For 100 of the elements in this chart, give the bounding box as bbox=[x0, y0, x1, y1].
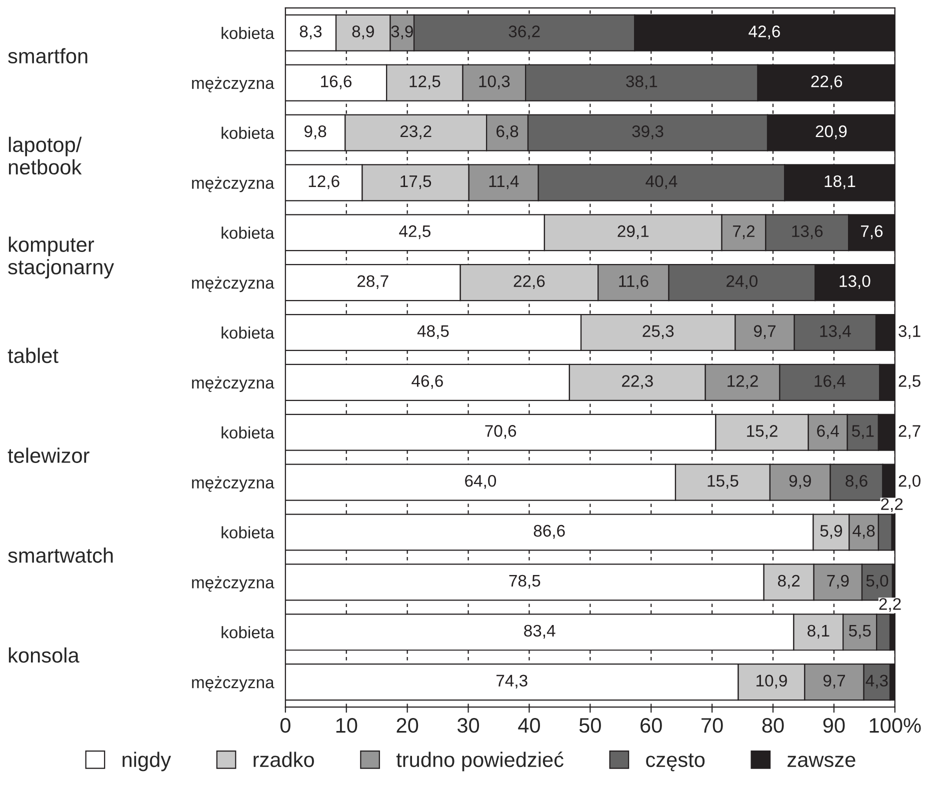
data-label: 13,0 bbox=[840, 275, 870, 290]
text: konsola bbox=[8, 647, 80, 663]
x-tick-label: 60 bbox=[640, 718, 662, 733]
x-tick-label: 10 bbox=[336, 718, 358, 733]
data-label: 10,3 bbox=[479, 75, 510, 90]
data-label: 11,6 bbox=[619, 275, 648, 290]
data-label: 22,3 bbox=[622, 375, 653, 389]
data-label: 4,8 bbox=[852, 524, 875, 539]
data-label: 5,1 bbox=[852, 425, 874, 439]
data-label: 78,5 bbox=[509, 574, 540, 589]
data-label: 74,3 bbox=[496, 674, 528, 689]
data-label: 16,6 bbox=[321, 75, 352, 90]
data-label: 2,2 bbox=[879, 598, 901, 612]
data-label: 7,6 bbox=[861, 225, 883, 240]
data-label: 9,7 bbox=[823, 674, 846, 689]
data-label: 28,7 bbox=[358, 275, 388, 290]
data-label: 11,4 bbox=[489, 176, 519, 190]
y-tick-label: kobieta bbox=[222, 126, 274, 139]
text: telewizor bbox=[8, 448, 90, 463]
data-label: 18,1 bbox=[824, 175, 856, 190]
legend-label: rzadko bbox=[254, 752, 314, 768]
data-label: 22,6 bbox=[811, 75, 842, 90]
data-label: 23,2 bbox=[400, 125, 432, 140]
y-tick-label: kobieta bbox=[222, 326, 274, 339]
data-label: 20,9 bbox=[816, 125, 847, 140]
data-label: 5,9 bbox=[820, 524, 842, 539]
data-label: 7,2 bbox=[733, 225, 754, 240]
y-tick-label: mężczyzna bbox=[192, 476, 274, 492]
data-label: 22,6 bbox=[514, 275, 545, 290]
data-label: 3,1 bbox=[898, 325, 920, 339]
legend-label: zawsze bbox=[788, 756, 856, 768]
data-label: 12,2 bbox=[728, 375, 758, 389]
data-label: 46,6 bbox=[412, 375, 443, 389]
data-label: 86,6 bbox=[534, 524, 565, 539]
data-label: 9,9 bbox=[789, 474, 811, 489]
y-tick-label: mężczyzna bbox=[192, 576, 274, 592]
data-label: 10,9 bbox=[756, 674, 787, 689]
data-label: 8,9 bbox=[352, 26, 374, 40]
data-label: 2,0 bbox=[898, 474, 920, 489]
data-label: 6,4 bbox=[817, 425, 839, 439]
y-tick-label: kobieta bbox=[222, 526, 274, 538]
data-label: 8,3 bbox=[300, 26, 322, 40]
data-label: 29,1 bbox=[618, 225, 649, 240]
data-label: 13,6 bbox=[792, 225, 823, 240]
data-label: 3,9 bbox=[391, 26, 413, 40]
text: smartfon bbox=[8, 48, 88, 64]
data-label: 40,4 bbox=[646, 175, 678, 190]
data-label: 15,2 bbox=[747, 425, 778, 439]
x-tick-label: 30 bbox=[457, 718, 480, 733]
data-label: 5,5 bbox=[848, 624, 871, 639]
y-tick-label: kobieta bbox=[222, 26, 274, 40]
x-tick-label: 40 bbox=[518, 718, 540, 733]
data-label: 16,4 bbox=[814, 375, 846, 389]
y-tick-label: kobieta bbox=[222, 426, 274, 439]
data-label: 48,5 bbox=[417, 325, 449, 339]
data-label: 36,2 bbox=[508, 26, 540, 40]
data-label: 8,1 bbox=[808, 624, 830, 639]
x-tick-label: 20 bbox=[396, 718, 418, 733]
legend-label: nigdy bbox=[122, 752, 172, 772]
x-tick-label: 80 bbox=[762, 718, 784, 733]
data-label: 38,1 bbox=[626, 75, 658, 90]
data-label: 2,2 bbox=[881, 498, 903, 512]
data-label: 6,8 bbox=[496, 125, 518, 140]
y-tick-label: kobieta bbox=[222, 626, 274, 638]
data-label: 12,6 bbox=[308, 175, 340, 190]
text: lapotop/ netbook bbox=[8, 136, 82, 175]
data-label: 9,8 bbox=[304, 125, 326, 140]
data-label: 9,7 bbox=[754, 325, 776, 339]
y-tick-label: mężczyzna bbox=[192, 676, 274, 692]
text: smartwatch bbox=[8, 548, 113, 563]
data-label: 5,0 bbox=[866, 574, 888, 589]
data-label: 8,6 bbox=[846, 474, 868, 489]
data-label: 2,5 bbox=[898, 375, 920, 389]
text: tablet bbox=[8, 348, 58, 364]
data-label: 24,0 bbox=[726, 275, 758, 290]
x-tick-label: 90 bbox=[823, 718, 845, 733]
data-label: 25,3 bbox=[642, 325, 674, 339]
y-tick-label: mężczyzna bbox=[192, 176, 274, 192]
text: komputer stacjonarny bbox=[8, 236, 114, 279]
data-label: 8,2 bbox=[778, 574, 800, 589]
data-label: 70,6 bbox=[485, 425, 516, 439]
x-tick-label: 50 bbox=[579, 718, 601, 733]
data-label: 83,4 bbox=[524, 624, 556, 639]
x-tick-label: 70 bbox=[702, 718, 723, 733]
legend-label: często bbox=[646, 753, 705, 772]
y-tick-label: mężczyzna bbox=[192, 76, 274, 92]
data-label: 12,5 bbox=[410, 75, 440, 90]
data-label: 4,3 bbox=[866, 674, 888, 689]
data-label: 2,7 bbox=[898, 425, 920, 439]
data-label: 64,0 bbox=[465, 474, 496, 489]
x-tick-label: 0 bbox=[280, 718, 290, 733]
y-tick-label: mężczyzna bbox=[192, 376, 274, 392]
data-label: 13,4 bbox=[820, 325, 851, 339]
data-label: 39,3 bbox=[632, 125, 664, 140]
data-label: 42,5 bbox=[399, 225, 430, 240]
y-tick-label: mężczyzna bbox=[192, 276, 274, 292]
legend-label: trudno powiedzieć bbox=[396, 752, 564, 772]
data-label: 17,5 bbox=[400, 176, 432, 190]
data-label: 15,5 bbox=[708, 475, 738, 489]
data-label: 42,6 bbox=[748, 26, 780, 40]
